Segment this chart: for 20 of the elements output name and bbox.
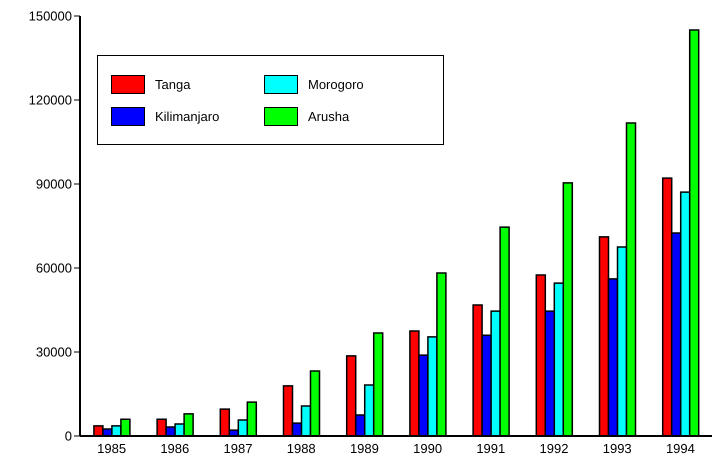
legend-label: Morogoro	[308, 76, 364, 92]
x-tick-label: 1993	[602, 441, 632, 456]
legend-label: Kilimanjaro	[155, 108, 220, 124]
x-tick-label: 1990	[413, 441, 442, 456]
x-tick-label: 1991	[476, 441, 506, 456]
x-tick-label: 1994	[666, 441, 695, 456]
legend-label: Tanga	[155, 76, 190, 92]
x-tick-label: 1992	[540, 441, 568, 456]
x-tick-label: 1987	[224, 441, 252, 456]
y-tick-label: 90000	[36, 176, 72, 192]
y-tick-label: 120000	[28, 92, 72, 108]
y-tick-label: 60000	[36, 260, 72, 276]
x-tick-label: 1985	[97, 441, 126, 456]
x-tick-label: 1988	[286, 441, 316, 456]
legend-label: Arusha	[308, 108, 350, 124]
y-tick-label: 0	[64, 428, 72, 444]
y-tick-label: 30000	[36, 344, 72, 360]
x-tick-label: 1986	[160, 441, 190, 456]
y-tick-label: 150000	[28, 8, 72, 24]
x-tick-label: 1989	[350, 441, 379, 456]
